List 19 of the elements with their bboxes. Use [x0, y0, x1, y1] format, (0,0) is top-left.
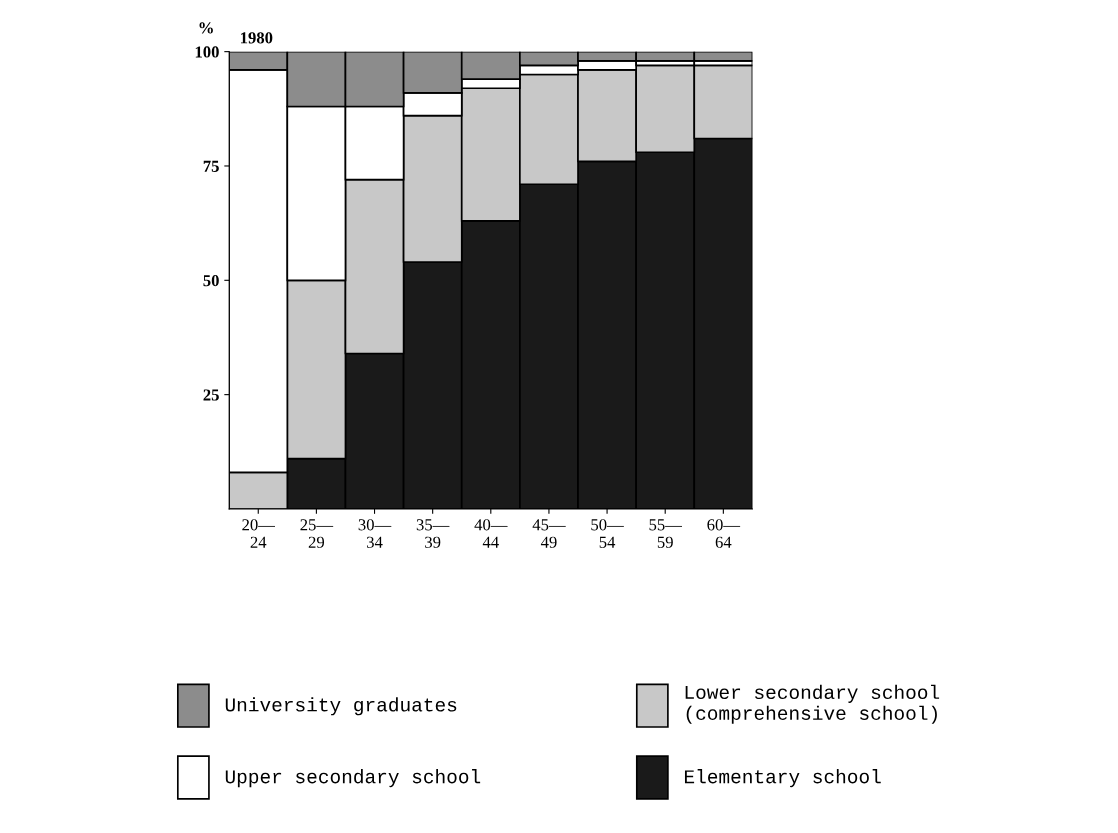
y-tick-label: 100	[195, 46, 219, 58]
x-tick-label: 55— 59	[649, 519, 682, 548]
x-tick-label: 30— 34	[358, 519, 392, 548]
legend-label: Lower secondary school (comprehensive school)	[685, 684, 940, 724]
chart-title: 1980	[240, 32, 273, 44]
legend-label: Elementary school	[684, 769, 881, 788]
x-tick-label: 60— 64	[707, 519, 741, 548]
x-tick-label: 20— 24	[242, 519, 276, 548]
x-tick-label: 35— 39	[416, 519, 450, 548]
y-tick-label: 25	[203, 389, 219, 401]
x-tick-label: 25— 29	[300, 519, 334, 548]
legend-label: Upper secondary school	[225, 769, 481, 788]
x-tick-label: 50— 54	[591, 519, 624, 548]
y-tick-label: 50	[203, 275, 219, 287]
x-tick-label: 40— 44	[474, 519, 508, 548]
y-axis-title: %	[199, 22, 213, 34]
y-tick-label: 75	[203, 160, 219, 172]
x-tick-label: 45— 49	[532, 519, 566, 548]
legend-label: University graduates	[225, 697, 457, 716]
